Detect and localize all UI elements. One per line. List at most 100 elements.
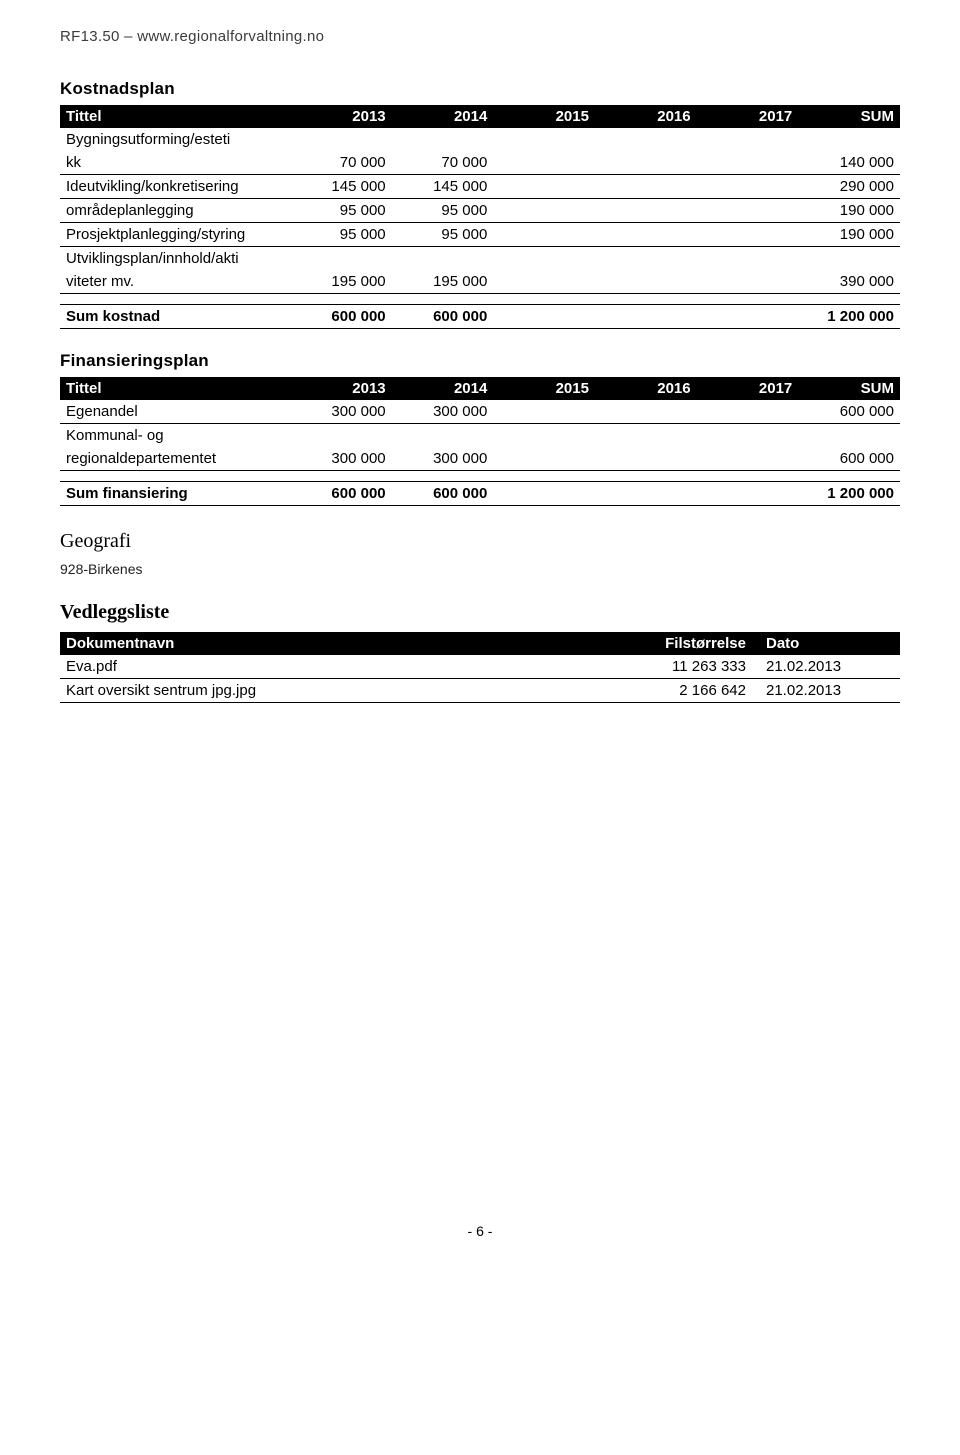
cell: 95 000 xyxy=(392,199,494,223)
doc-date: 21.02.2013 xyxy=(760,679,900,703)
cell xyxy=(595,223,697,247)
geografi-title: Geografi xyxy=(60,530,900,553)
geografi-value: 928-Birkenes xyxy=(60,561,900,577)
col-header: 2014 xyxy=(392,377,494,400)
col-header: 2016 xyxy=(595,105,697,128)
sum-cell: 1 200 000 xyxy=(798,482,900,506)
sum-cell xyxy=(697,305,799,329)
sum-cell: 600 000 xyxy=(290,482,392,506)
col-header: Dokumentnavn xyxy=(60,632,620,655)
cell xyxy=(595,270,697,294)
sum-label: Sum kostnad xyxy=(60,305,290,329)
row-label: Bygningsutforming/esteti xyxy=(60,128,290,151)
table-row: Prosjektplanlegging/styring 95 000 95 00… xyxy=(60,223,900,247)
cell: 70 000 xyxy=(392,151,494,175)
cell xyxy=(595,175,697,199)
cell xyxy=(595,151,697,175)
cell xyxy=(697,447,799,471)
cell xyxy=(595,400,697,424)
col-header: 2013 xyxy=(290,377,392,400)
cell: 300 000 xyxy=(290,400,392,424)
cell: 70 000 xyxy=(290,151,392,175)
cell: 600 000 xyxy=(798,400,900,424)
col-header: SUM xyxy=(798,377,900,400)
finansieringsplan-table: Tittel 2013 2014 2015 2016 2017 SUM Egen… xyxy=(60,377,900,471)
row-label: Prosjektplanlegging/styring xyxy=(60,223,290,247)
col-header: 2013 xyxy=(290,105,392,128)
table-header-row: Tittel 2013 2014 2015 2016 2017 SUM xyxy=(60,105,900,128)
sum-cell xyxy=(595,305,697,329)
col-header: Tittel xyxy=(60,377,290,400)
cell: 300 000 xyxy=(392,400,494,424)
cell: 195 000 xyxy=(290,270,392,294)
sum-cell: 600 000 xyxy=(392,305,494,329)
row-label: områdeplanlegging xyxy=(60,199,290,223)
sum-cell: 600 000 xyxy=(392,482,494,506)
cell xyxy=(697,223,799,247)
cell xyxy=(493,199,595,223)
sum-cell xyxy=(493,305,595,329)
col-header: 2014 xyxy=(392,105,494,128)
sum-cell xyxy=(595,482,697,506)
cell: 145 000 xyxy=(392,175,494,199)
col-header: 2017 xyxy=(697,377,799,400)
row-label: Kommunal- og xyxy=(60,424,290,448)
cell: 600 000 xyxy=(798,447,900,471)
table-row: Bygningsutforming/esteti xyxy=(60,128,900,151)
col-header: 2015 xyxy=(493,377,595,400)
cell xyxy=(697,151,799,175)
col-header: 2016 xyxy=(595,377,697,400)
table-row: Kart oversikt sentrum jpg.jpg 2 166 642 … xyxy=(60,679,900,703)
sum-label: Sum finansiering xyxy=(60,482,290,506)
table-row: regionaldepartementet 300 000 300 000 60… xyxy=(60,447,900,471)
cell: 195 000 xyxy=(392,270,494,294)
finansieringsplan-sum: Sum finansiering 600 000 600 000 1 200 0… xyxy=(60,481,900,506)
row-label: kk xyxy=(60,151,290,175)
table-header-row: Dokumentnavn Filstørrelse Dato xyxy=(60,632,900,655)
cell: 95 000 xyxy=(290,223,392,247)
kostnadsplan-table: Tittel 2013 2014 2015 2016 2017 SUM Bygn… xyxy=(60,105,900,294)
cell: 300 000 xyxy=(290,447,392,471)
vedlegg-title: Vedleggsliste xyxy=(60,601,900,624)
cell: 95 000 xyxy=(392,223,494,247)
cell xyxy=(493,223,595,247)
doc-size: 2 166 642 xyxy=(620,679,760,703)
row-label: Ideutvikling/konkretisering xyxy=(60,175,290,199)
finansieringsplan-title: Finansieringsplan xyxy=(60,351,900,371)
page-number: - 6 - xyxy=(60,1223,900,1239)
doc-date: 21.02.2013 xyxy=(760,655,900,679)
sum-cell xyxy=(697,482,799,506)
cell: 290 000 xyxy=(798,175,900,199)
cell xyxy=(697,400,799,424)
col-header: Dato xyxy=(760,632,900,655)
cell: 190 000 xyxy=(798,223,900,247)
cell: 145 000 xyxy=(290,175,392,199)
table-header-row: Tittel 2013 2014 2015 2016 2017 SUM xyxy=(60,377,900,400)
cell xyxy=(493,175,595,199)
cell xyxy=(697,270,799,294)
cell: 390 000 xyxy=(798,270,900,294)
row-label: Egenandel xyxy=(60,400,290,424)
kostnadsplan-title: Kostnadsplan xyxy=(60,79,900,99)
cell xyxy=(595,199,697,223)
col-header: Tittel xyxy=(60,105,290,128)
doc-size: 11 263 333 xyxy=(620,655,760,679)
table-row: Utviklingsplan/innhold/akti xyxy=(60,247,900,271)
cell: 95 000 xyxy=(290,199,392,223)
sum-cell: 1 200 000 xyxy=(798,305,900,329)
cell xyxy=(493,151,595,175)
cell: 140 000 xyxy=(798,151,900,175)
cell: 300 000 xyxy=(392,447,494,471)
table-row: Eva.pdf 11 263 333 21.02.2013 xyxy=(60,655,900,679)
kostnadsplan-sum: Sum kostnad 600 000 600 000 1 200 000 xyxy=(60,304,900,329)
row-label: Utviklingsplan/innhold/akti xyxy=(60,247,290,271)
sum-row: Sum finansiering 600 000 600 000 1 200 0… xyxy=(60,482,900,506)
row-label: regionaldepartementet xyxy=(60,447,290,471)
col-header: SUM xyxy=(798,105,900,128)
table-row: Ideutvikling/konkretisering 145 000 145 … xyxy=(60,175,900,199)
row-label: viteter mv. xyxy=(60,270,290,294)
cell: 190 000 xyxy=(798,199,900,223)
cell xyxy=(697,199,799,223)
col-header: Filstørrelse xyxy=(620,632,760,655)
vedlegg-table: Dokumentnavn Filstørrelse Dato Eva.pdf 1… xyxy=(60,632,900,703)
